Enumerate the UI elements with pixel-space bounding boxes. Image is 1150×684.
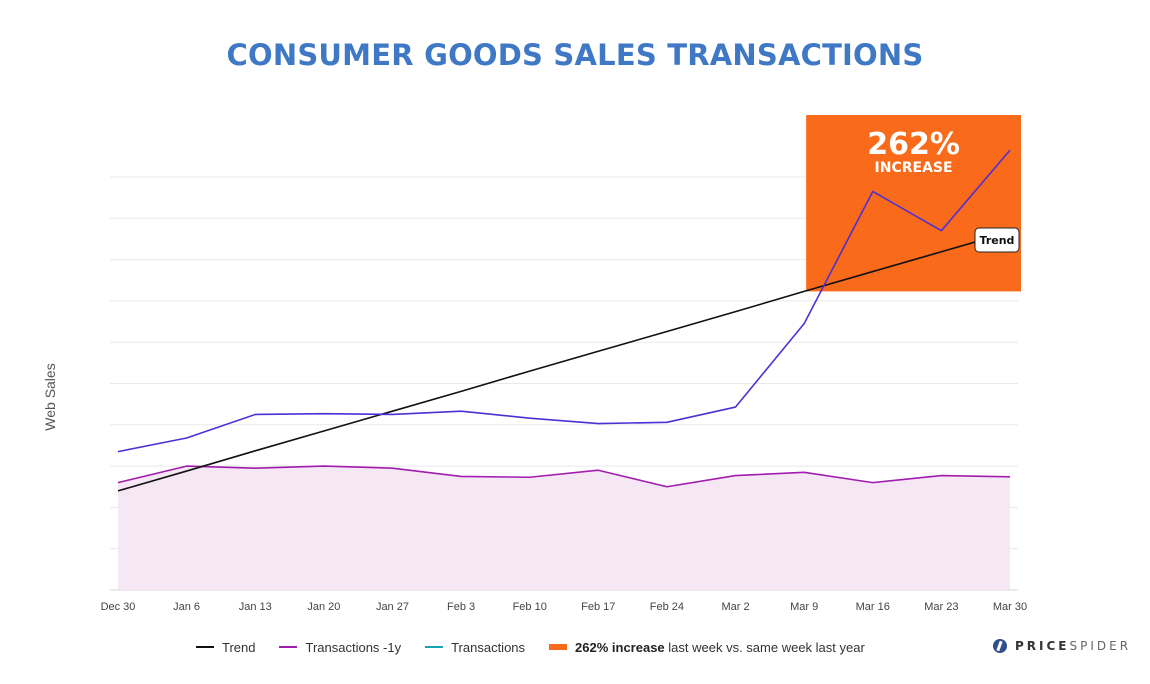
x-tick-label: Mar 2: [721, 601, 749, 613]
spider-logo-icon: [993, 639, 1007, 653]
legend-label-increase-rest: last week vs. same week last year: [664, 639, 865, 655]
trend-tag: Trend: [974, 227, 1020, 253]
x-tick-label: Jan 6: [173, 601, 200, 613]
y-axis-label: Web Sales: [42, 363, 58, 430]
legend: Trend Transactions -1y Transactions 262%…: [196, 638, 889, 656]
x-tick-label: Mar 9: [790, 601, 818, 613]
series-lines: [117, 149, 1011, 492]
x-tick-label: Jan 13: [239, 601, 272, 613]
callout-label: INCREASE: [875, 160, 953, 176]
legend-item-trend: Trend: [196, 640, 255, 655]
legend-label-transactions: Transactions: [451, 639, 526, 655]
legend-swatch-transactions: [425, 646, 444, 648]
x-tick-label: Feb 3: [447, 601, 475, 613]
legend-swatch-trend: [196, 646, 214, 648]
legend-label-transactions-1y: Transactions -1y: [305, 639, 402, 655]
x-tick-label: Feb 17: [581, 601, 615, 613]
callout-value: 262%: [867, 127, 960, 162]
x-tick-label: Feb 24: [650, 601, 684, 613]
legend-item-increase: 262% increase last week vs. same week la…: [549, 640, 865, 655]
logo-text-spider: SPIDER: [1069, 639, 1132, 653]
increase-highlight-box: [806, 115, 1021, 292]
x-axis-ticks: Dec 30 Jan 6 Jan 13 Jan 20 Jan 27 Feb 3 Feb 10…: [101, 601, 1028, 613]
legend-swatch-increase: [549, 644, 568, 650]
x-tick-label: Mar 30: [993, 601, 1027, 613]
x-tick-label: Jan 20: [307, 601, 340, 613]
legend-label-increase-bold: 262% increase: [575, 639, 665, 655]
legend-label-trend: Trend: [222, 639, 256, 655]
transactions-1y-area: [118, 466, 1010, 590]
x-tick-label: Mar 16: [856, 601, 890, 613]
series-line-transactions: [117, 149, 1011, 453]
legend-item-transactions-1y: Transactions -1y: [279, 640, 401, 655]
legend-swatch-transactions-1y: [279, 646, 298, 648]
x-tick-label: Dec 30: [101, 601, 136, 613]
series-line-trend: [117, 231, 1011, 492]
pricespider-logo: PRICE SPIDER: [993, 639, 1131, 653]
trend-tag-label: Trend: [980, 234, 1015, 247]
legend-item-transactions: Transactions: [425, 640, 525, 655]
x-tick-label: Feb 10: [513, 601, 547, 613]
x-tick-label: Jan 27: [376, 601, 409, 613]
series-line-transactions-1y: [117, 465, 1011, 488]
logo-text-price: PRICE: [1015, 639, 1070, 653]
chart-title: CONSUMER GOODS SALES TRANSACTIONS: [226, 38, 924, 72]
x-tick-label: Mar 23: [924, 601, 958, 613]
